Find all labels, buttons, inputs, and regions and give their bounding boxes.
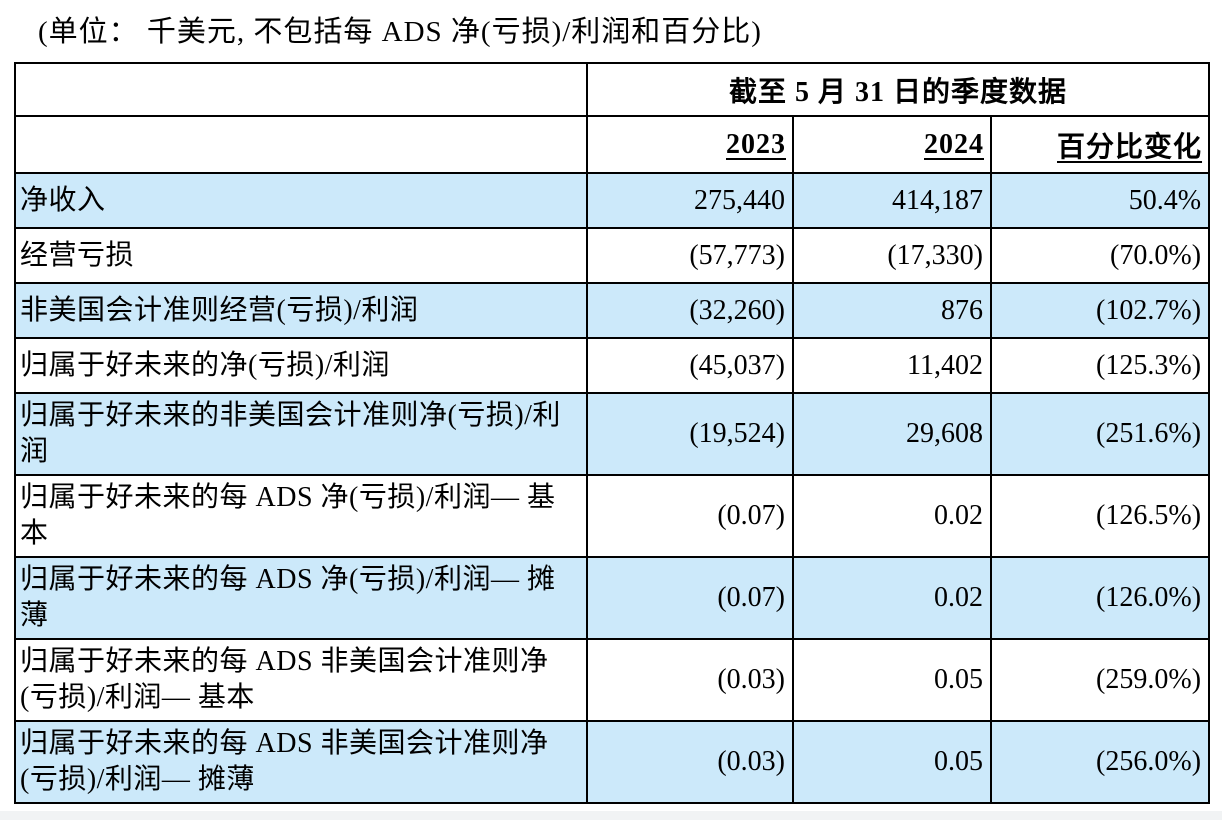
column-header-2024: 2024	[792, 115, 992, 174]
value-2023: (0.03)	[586, 720, 794, 804]
value-pct: (102.7%)	[989, 282, 1211, 339]
table-row: 归属于好未来的每 ADS 净(亏损)/利润— 摊薄 (0.07) 0.02 (1…	[14, 556, 1211, 640]
value-2024: 0.02	[792, 474, 992, 558]
value-2024: 0.05	[792, 638, 992, 722]
page-bottom-edge	[0, 811, 1222, 820]
table-row: 归属于好未来的每 ADS 非美国会计准则净(亏损)/利润— 基本 (0.03) …	[14, 638, 1211, 722]
table-row: 经营亏损 (57,773) (17,330) (70.0%)	[14, 227, 1211, 284]
period-header: 截至 5 月 31 日的季度数据	[585, 62, 1211, 117]
value-2024: (17,330)	[792, 227, 992, 284]
table-row: 归属于好未来的非美国会计准则净(亏损)/利润 (19,524) 29,608 (…	[14, 392, 1211, 476]
value-pct: (259.0%)	[989, 638, 1211, 722]
row-label: 归属于好未来的非美国会计准则净(亏损)/利润	[14, 392, 588, 476]
table-row: 净收入 275,440 414,187 50.4%	[14, 172, 1211, 229]
value-pct: 50.4%	[989, 172, 1211, 229]
row-label: 归属于好未来的每 ADS 非美国会计准则净(亏损)/利润— 基本	[14, 638, 588, 722]
header-empty-cell	[14, 115, 588, 174]
value-pct: (126.0%)	[989, 556, 1211, 640]
row-label: 归属于好未来的每 ADS 净(亏损)/利润— 基本	[14, 474, 588, 558]
column-header-2023: 2023	[586, 115, 794, 174]
row-label: 经营亏损	[14, 227, 588, 284]
row-label: 归属于好未来的每 ADS 净(亏损)/利润— 摊薄	[14, 556, 588, 640]
header-empty-cell	[14, 62, 588, 117]
value-2023: (45,037)	[586, 337, 794, 394]
table-column-header-row: 2023 2024 百分比变化	[14, 115, 1211, 174]
table-header-span-row: 截至 5 月 31 日的季度数据	[14, 62, 1211, 117]
value-2024: 0.05	[792, 720, 992, 804]
table-row: 非美国会计准则经营(亏损)/利润 (32,260) 876 (102.7%)	[14, 282, 1211, 339]
table-row: 归属于好未来的每 ADS 净(亏损)/利润— 基本 (0.07) 0.02 (1…	[14, 474, 1211, 558]
row-label: 归属于好未来的净(亏损)/利润	[14, 337, 588, 394]
value-2024: 876	[792, 282, 992, 339]
row-label: 净收入	[14, 172, 588, 229]
table-row: 归属于好未来的净(亏损)/利润 (45,037) 11,402 (125.3%)	[14, 337, 1211, 394]
value-2024: 11,402	[792, 337, 992, 394]
value-pct: (256.0%)	[989, 720, 1211, 804]
value-2024: 29,608	[792, 392, 992, 476]
value-2023: (0.03)	[586, 638, 794, 722]
row-label: 非美国会计准则经营(亏损)/利润	[14, 282, 588, 339]
value-2023: (0.07)	[586, 474, 794, 558]
table-row: 归属于好未来的每 ADS 非美国会计准则净(亏损)/利润— 摊薄 (0.03) …	[14, 720, 1211, 804]
row-label: 归属于好未来的每 ADS 非美国会计准则净(亏损)/利润— 摊薄	[14, 720, 588, 804]
value-pct: (126.5%)	[989, 474, 1211, 558]
value-2023: 275,440	[586, 172, 794, 229]
column-header-pct-change: 百分比变化	[989, 115, 1211, 174]
value-2023: (32,260)	[586, 282, 794, 339]
units-caption: (单位： 千美元, 不包括每 ADS 净(亏损)/利润和百分比)	[38, 16, 762, 48]
value-2023: (0.07)	[586, 556, 794, 640]
value-2024: 0.02	[792, 556, 992, 640]
value-2023: (19,524)	[586, 392, 794, 476]
value-pct: (251.6%)	[989, 392, 1211, 476]
value-pct: (125.3%)	[989, 337, 1211, 394]
value-pct: (70.0%)	[989, 227, 1211, 284]
value-2023: (57,773)	[586, 227, 794, 284]
value-2024: 414,187	[792, 172, 992, 229]
quarterly-results-table: 截至 5 月 31 日的季度数据 2023 2024 百分比变化 净收入 275…	[14, 62, 1211, 804]
